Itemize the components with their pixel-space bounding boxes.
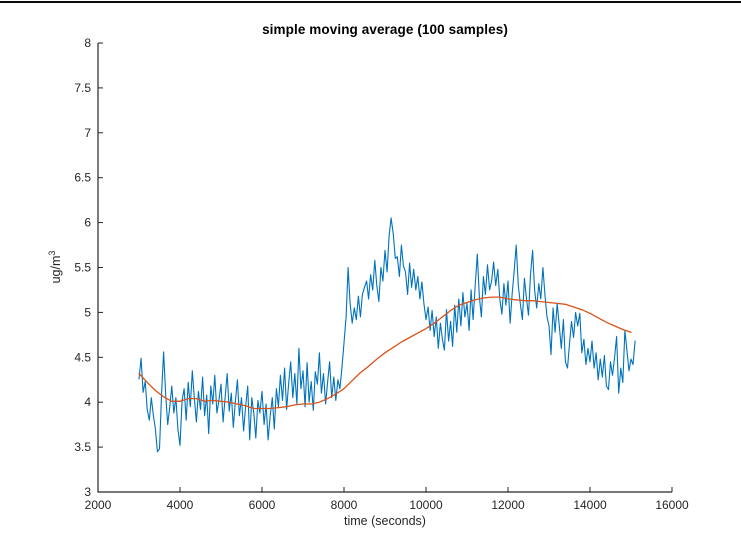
y-tick-label: 6.5 xyxy=(74,171,91,185)
y-tick-label: 5 xyxy=(84,305,91,319)
y-tick-label: 6 xyxy=(84,216,91,230)
x-tick-label: 8000 xyxy=(331,498,358,512)
x-tick-label: 16000 xyxy=(655,498,689,512)
x-tick-label: 6000 xyxy=(249,498,276,512)
x-tick-label: 14000 xyxy=(573,498,607,512)
y-tick-label: 4.5 xyxy=(74,350,91,364)
window-top-border xyxy=(0,1,741,3)
x-tick-label: 4000 xyxy=(167,498,194,512)
axes-spines xyxy=(97,43,672,493)
chart-title: simple moving average (100 samples) xyxy=(262,22,508,37)
y-tick-label: 8 xyxy=(84,36,91,50)
y-tick-label: 3 xyxy=(84,485,91,499)
y-tick-label: 5.5 xyxy=(74,261,91,275)
x-axis-label: time (seconds) xyxy=(344,514,426,528)
y-tick-label: 7.5 xyxy=(74,81,91,95)
y-tick-label: 7 xyxy=(84,126,91,140)
x-tick-label: 10000 xyxy=(409,498,443,512)
x-tick-label: 2000 xyxy=(85,498,112,512)
y-tick-label: 4 xyxy=(84,395,91,409)
x-tick-label: 12000 xyxy=(491,498,525,512)
moving_average_100-line xyxy=(138,296,632,410)
y-tick-label: 3.5 xyxy=(74,440,91,454)
signal-line xyxy=(138,217,636,453)
